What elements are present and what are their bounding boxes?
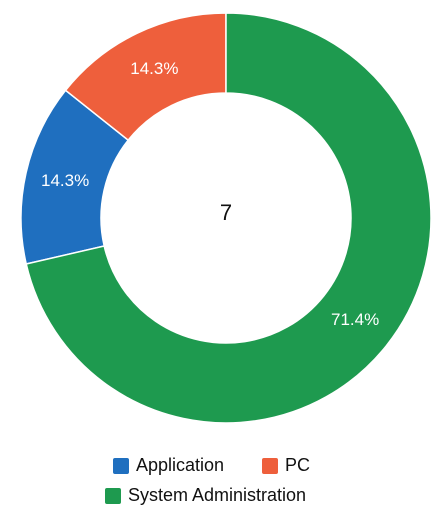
value-label: 14.3% [41,171,89,190]
legend-label: System Administration [128,485,306,505]
value-label: 71.4% [331,310,379,329]
legend-label: Application [136,455,224,475]
legend-swatch [113,458,129,474]
donut-slice [25,12,432,424]
legend-label: PC [285,455,310,475]
legend-swatch [262,458,278,474]
legend-swatch [105,488,121,504]
value-label: 14.3% [130,59,178,78]
center-total: 7 [220,200,232,225]
